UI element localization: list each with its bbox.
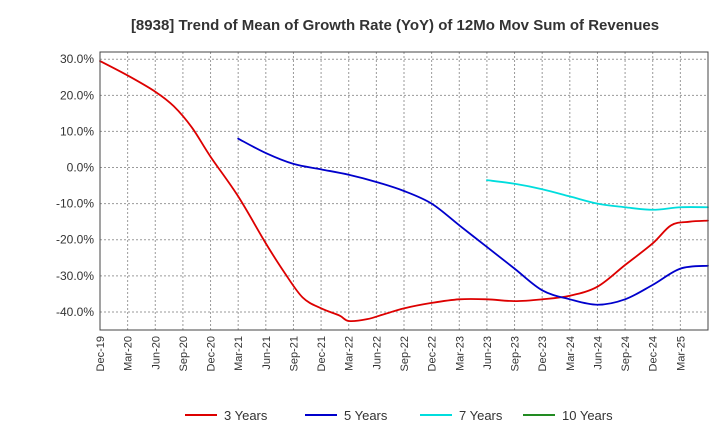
y-axis-ticks: 30.0% 20.0% 10.0% 0.0% -10.0% -20.0% -30.0% -40… bbox=[56, 52, 94, 319]
x-tick-label: Sep-20 bbox=[178, 336, 190, 371]
y-tick-label: 10.0% bbox=[60, 124, 94, 138]
x-tick-label: Dec-21 bbox=[316, 336, 328, 371]
legend-label-5-years: 5 Years bbox=[344, 408, 388, 423]
x-tick-label: Jun-22 bbox=[371, 336, 383, 370]
legend-label-7-years: 7 Years bbox=[459, 408, 503, 423]
plot-area-frame bbox=[99, 51, 709, 331]
x-tick-label: Sep-21 bbox=[288, 336, 300, 371]
x-tick-label: Mar-21 bbox=[233, 336, 245, 371]
x-tick-label: Jun-23 bbox=[482, 336, 494, 370]
x-tick-label: Jun-21 bbox=[261, 336, 273, 370]
y-tick-label: -40.0% bbox=[56, 305, 94, 319]
x-tick-label: Mar-22 bbox=[344, 336, 356, 371]
x-tick-label: Sep-24 bbox=[620, 336, 632, 371]
series-line-5-years bbox=[237, 137, 709, 306]
x-tick-label: Jun-20 bbox=[150, 336, 162, 370]
x-tick-label: Dec-24 bbox=[648, 336, 660, 371]
x-tick-label: Mar-23 bbox=[454, 336, 466, 371]
y-tick-label: 20.0% bbox=[60, 88, 94, 102]
x-axis-ticks: Dec-19 Mar-20 Jun-20 Sep-20 Dec-20 Mar-21 Jun-… bbox=[95, 336, 687, 371]
y-tick-label: 0.0% bbox=[67, 161, 95, 175]
x-tick-label: Sep-23 bbox=[510, 336, 522, 371]
y-tick-label: -30.0% bbox=[56, 269, 94, 283]
x-tick-label: Dec-19 bbox=[95, 336, 107, 371]
x-tick-label: Mar-25 bbox=[675, 336, 687, 371]
series-lines bbox=[99, 60, 709, 323]
series-line-7-years bbox=[486, 179, 709, 211]
series-line-3-years bbox=[99, 60, 709, 323]
chart-title: [8938] Trend of Mean of Growth Rate (YoY… bbox=[131, 17, 659, 34]
legend-label-10-years: 10 Years bbox=[562, 408, 613, 423]
legend: 3 Years 5 Years 7 Years 10 Years bbox=[185, 408, 613, 423]
x-tick-label: Dec-23 bbox=[537, 336, 549, 371]
y-tick-label: -10.0% bbox=[56, 197, 94, 211]
x-tick-label: Mar-24 bbox=[565, 336, 577, 371]
x-tick-label: Mar-20 bbox=[123, 336, 135, 371]
x-tick-label: Sep-22 bbox=[399, 336, 411, 371]
y-tick-label: 30.0% bbox=[60, 52, 94, 66]
x-tick-label: Dec-22 bbox=[427, 336, 439, 371]
grid-lines bbox=[100, 52, 708, 330]
legend-label-3-years: 3 Years bbox=[224, 408, 268, 423]
x-tick-label: Jun-24 bbox=[592, 336, 604, 370]
y-tick-label: -20.0% bbox=[56, 233, 94, 247]
x-tick-label: Dec-20 bbox=[206, 336, 218, 371]
